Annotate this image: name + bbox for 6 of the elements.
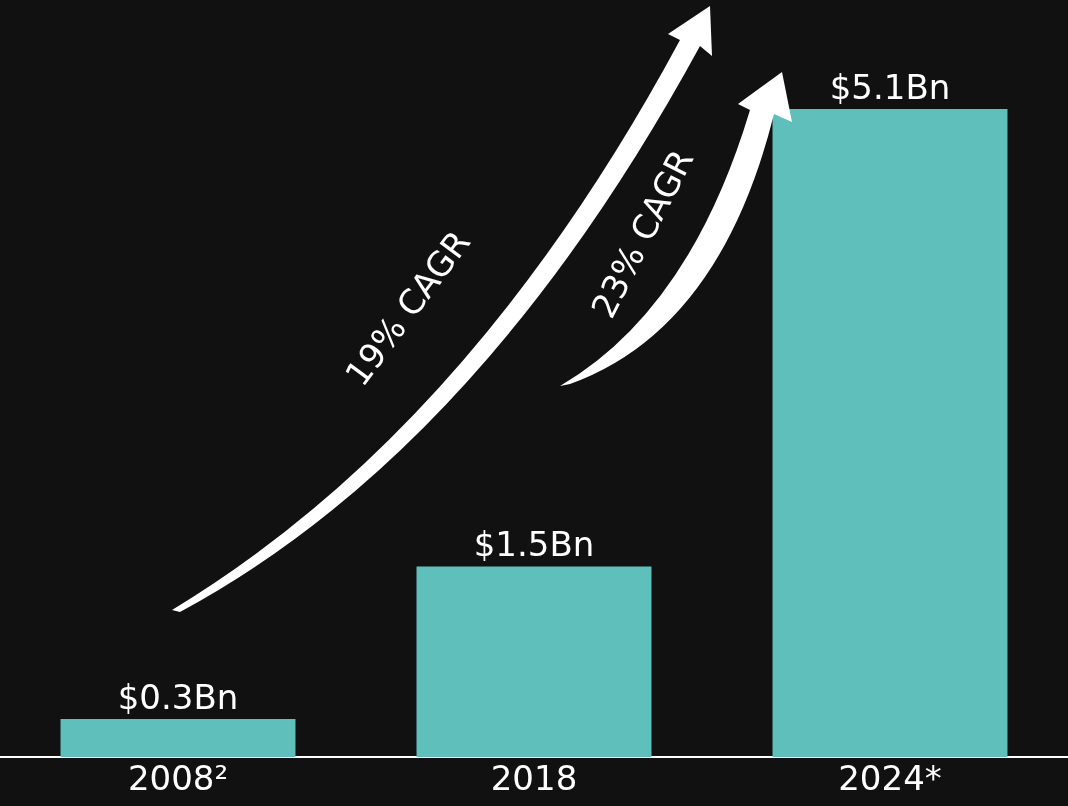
data-label: $0.3Bn: [117, 676, 239, 717]
x-tick-label: 2024*: [838, 758, 942, 799]
data-label: $1.5Bn: [473, 524, 595, 565]
x-tick-label: 2018: [490, 758, 578, 799]
x-tick-label: 2008²: [127, 758, 229, 799]
data-label: $5.1Bn: [829, 66, 951, 107]
